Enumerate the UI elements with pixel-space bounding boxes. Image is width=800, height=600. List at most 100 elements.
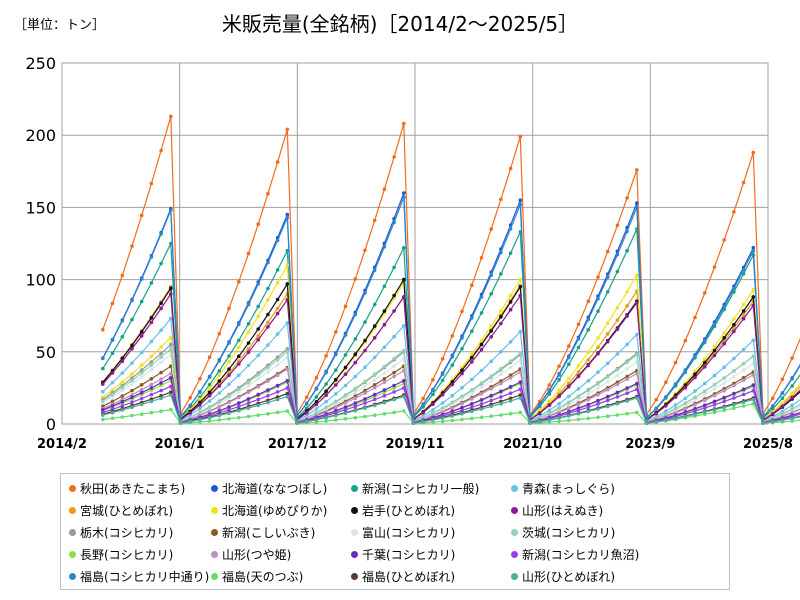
data-point	[499, 401, 503, 406]
data-point	[557, 364, 561, 369]
data-point	[790, 356, 794, 360]
data-point	[217, 400, 222, 404]
data-point	[537, 411, 542, 416]
data-point	[382, 388, 387, 392]
series-path	[102, 317, 800, 423]
data-point	[586, 409, 591, 414]
data-point	[285, 367, 290, 371]
data-point	[275, 332, 280, 336]
data-point	[576, 387, 581, 391]
data-point	[732, 374, 736, 379]
data-point	[334, 377, 338, 382]
data-point	[635, 371, 639, 376]
data-point	[266, 260, 270, 265]
data-point	[372, 302, 377, 307]
data-point	[751, 383, 756, 387]
data-point	[499, 321, 503, 326]
data-point	[382, 345, 387, 350]
legend-label: 福島(天のつぶ)	[222, 569, 304, 584]
data-point	[188, 396, 192, 400]
data-point	[304, 419, 309, 424]
data-point	[499, 372, 503, 377]
data-point	[440, 419, 445, 424]
data-point	[547, 408, 552, 413]
data-point	[363, 379, 367, 384]
data-point	[460, 394, 464, 399]
data-point	[586, 402, 591, 407]
data-point	[431, 388, 435, 393]
data-point	[382, 377, 387, 381]
data-point	[673, 360, 678, 365]
data-point	[470, 316, 474, 320]
data-point	[615, 395, 620, 399]
data-point	[596, 407, 600, 411]
data-point	[518, 387, 523, 392]
data-point	[275, 395, 280, 399]
legend-marker	[351, 550, 358, 558]
data-point	[159, 328, 163, 333]
data-point	[149, 316, 154, 320]
legend-label: 栃木(コシヒカリ)	[80, 525, 174, 540]
legend-label: 新潟(こしいぶき)	[222, 525, 316, 540]
data-point	[130, 382, 134, 386]
data-point	[751, 150, 756, 155]
data-point	[586, 388, 591, 393]
data-point	[402, 348, 406, 353]
data-point	[664, 418, 668, 423]
data-point	[460, 417, 464, 422]
data-point	[334, 368, 338, 372]
data-point	[334, 383, 338, 387]
data-point	[246, 322, 251, 326]
data-point	[479, 255, 484, 260]
data-point	[275, 281, 280, 285]
data-point	[363, 388, 367, 393]
data-point	[547, 383, 552, 387]
data-point	[237, 279, 241, 284]
data-point	[518, 198, 523, 202]
legend-item: 新潟(こしいぶき)	[211, 522, 315, 542]
data-point	[363, 414, 367, 419]
data-point	[275, 297, 280, 302]
legend-marker	[211, 550, 218, 558]
data-point	[285, 215, 290, 220]
data-point	[101, 389, 105, 394]
data-point	[304, 406, 309, 411]
data-point	[499, 395, 503, 399]
data-point	[615, 373, 620, 378]
data-point	[285, 391, 290, 396]
data-point	[741, 347, 746, 352]
data-point	[392, 220, 396, 225]
data-point	[567, 344, 571, 348]
data-point	[489, 324, 494, 328]
data-point	[615, 252, 620, 257]
data-point	[275, 363, 280, 367]
data-point	[567, 418, 571, 423]
data-point	[227, 354, 231, 358]
data-point	[120, 394, 125, 398]
x-tick-label: 2025/8	[743, 437, 793, 452]
data-point	[790, 396, 794, 400]
data-point	[169, 384, 173, 389]
data-point	[334, 352, 338, 357]
data-point	[139, 402, 144, 407]
data-point	[605, 414, 610, 419]
data-point	[499, 389, 503, 394]
data-point	[625, 229, 629, 234]
data-point	[392, 397, 396, 402]
data-point	[130, 343, 134, 348]
data-point	[159, 394, 163, 398]
data-point	[741, 400, 746, 405]
data-point	[712, 387, 717, 391]
data-point	[343, 396, 348, 401]
data-point	[741, 361, 746, 366]
legend-marker	[511, 550, 518, 558]
data-point	[246, 414, 251, 419]
data-point	[479, 295, 484, 299]
data-point	[159, 377, 163, 381]
data-point	[460, 309, 464, 314]
data-point	[246, 401, 251, 405]
data-point	[460, 346, 464, 351]
data-point	[120, 404, 125, 408]
data-point	[353, 360, 358, 365]
data-point	[567, 406, 571, 411]
